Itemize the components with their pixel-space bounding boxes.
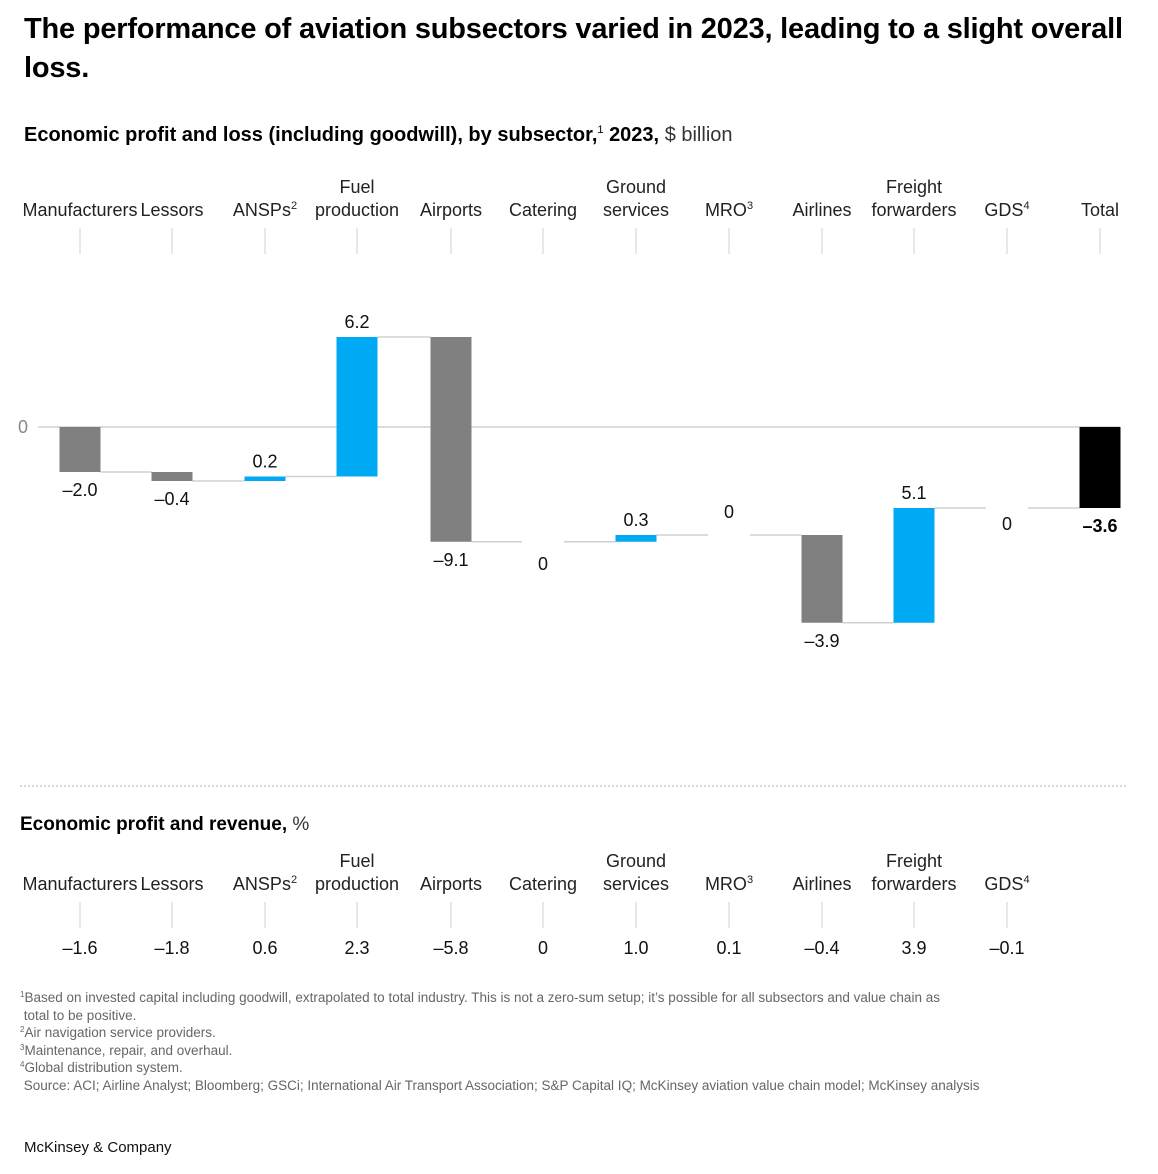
category-label-10: GDS4: [984, 200, 1029, 220]
value-label-0: –2.0: [62, 480, 97, 500]
footnotes: 1Based on invested capital including goo…: [20, 989, 1140, 1094]
margin-value-4: –5.8: [433, 938, 468, 958]
value-label-11: –3.6: [1082, 516, 1117, 536]
bar-3: [336, 337, 378, 477]
category-label-3-line1: Fuel: [339, 177, 374, 197]
footnote-1: 1Based on invested capital including goo…: [20, 990, 940, 1023]
value-label-9: 5.1: [901, 483, 926, 503]
chart-title: The performance of aviation subsectors v…: [24, 13, 1123, 84]
margin-category-label-2: ANSPs2: [233, 874, 297, 894]
margin-category-label-4: Airports: [420, 874, 482, 894]
value-label-7: 0: [724, 502, 734, 522]
bar-8: [801, 535, 843, 623]
margin-value-6: 1.0: [623, 938, 648, 958]
margin-category-label-6-line1: Ground: [606, 851, 666, 871]
waterfall-subtitle-unit: $ billion: [664, 124, 733, 146]
margin-value-2: 0.6: [252, 938, 277, 958]
margin-category-label-3-line1: Fuel: [339, 851, 374, 871]
margin-category-label-3: production: [315, 874, 399, 894]
margin-value-9: 3.9: [901, 938, 926, 958]
value-label-2: 0.2: [252, 452, 277, 472]
category-label-3: production: [315, 200, 399, 220]
category-label-4: Airports: [420, 200, 482, 220]
category-label-0: Manufacturers: [22, 200, 137, 220]
waterfall-subtitle-main: Economic profit and loss (including good…: [24, 124, 598, 146]
bar-4: [430, 337, 472, 542]
value-label-6: 0.3: [623, 510, 648, 530]
margin-category-label-10: GDS4: [984, 874, 1029, 894]
category-label-8: Airlines: [792, 200, 851, 220]
waterfall-subtitle-year: 2023,: [609, 124, 660, 146]
margin-category-label-0: Manufacturers: [22, 874, 137, 894]
category-label-9: forwarders: [871, 200, 956, 220]
category-label-6: services: [603, 200, 669, 220]
margin-value-3: 2.3: [344, 938, 369, 958]
margin-value-10: –0.1: [989, 938, 1024, 958]
margin-value-0: –1.6: [62, 938, 97, 958]
footnote-2: 2Air navigation service providers.: [20, 1025, 216, 1040]
bar-6: [615, 535, 657, 542]
category-label-5: Catering: [509, 200, 577, 220]
value-label-3: 6.2: [344, 312, 369, 332]
bar-11: [1079, 427, 1121, 508]
category-label-2: ANSPs2: [233, 200, 297, 220]
category-label-9-line1: Freight: [886, 177, 942, 197]
margin-category-label-5: Catering: [509, 874, 577, 894]
category-label-11: Total: [1081, 200, 1119, 220]
margin-category-label-9: forwarders: [871, 874, 956, 894]
waterfall-subtitle: Economic profit and loss (including good…: [24, 122, 733, 148]
margin-value-1: –1.8: [154, 938, 189, 958]
brand-logo: McKinsey & Company: [24, 1139, 172, 1156]
margin-value-5: 0: [538, 938, 548, 958]
margin-category-label-9-line1: Freight: [886, 851, 942, 871]
margin-value-8: –0.4: [804, 938, 839, 958]
margin-subtitle: Economic profit and revenue, %: [20, 812, 309, 838]
value-label-10: 0: [1002, 514, 1012, 534]
margin-value-7: 0.1: [716, 938, 741, 958]
margin-category-label-7: MRO3: [705, 874, 753, 894]
margin-subtitle-unit: %: [292, 814, 310, 835]
bar-9: [893, 508, 935, 623]
value-label-5: 0: [538, 554, 548, 574]
bar-0: [59, 427, 101, 472]
value-label-1: –0.4: [154, 489, 189, 509]
margin-category-label-8: Airlines: [792, 874, 851, 894]
margin-category-label-6: services: [603, 874, 669, 894]
margin-subtitle-main: Economic profit and revenue,: [20, 814, 288, 835]
footnote-3: 3Maintenance, repair, and overhaul.: [20, 1042, 233, 1058]
category-label-7: MRO3: [705, 200, 753, 220]
value-label-8: –3.9: [804, 631, 839, 651]
value-label-4: –9.1: [433, 550, 468, 570]
margin-category-label-1: Lessors: [140, 874, 203, 894]
zero-axis-label: 0: [18, 417, 28, 437]
footnote-4: 4Global distribution system.: [20, 1060, 183, 1075]
category-label-1: Lessors: [140, 200, 203, 220]
footnote-source: Source: ACI; Airline Analyst; Bloomberg;…: [20, 1077, 980, 1093]
bar-2: [244, 476, 286, 481]
footnote-ref-1: 1: [597, 124, 604, 136]
bar-1: [151, 472, 193, 481]
category-label-6-line1: Ground: [606, 177, 666, 197]
